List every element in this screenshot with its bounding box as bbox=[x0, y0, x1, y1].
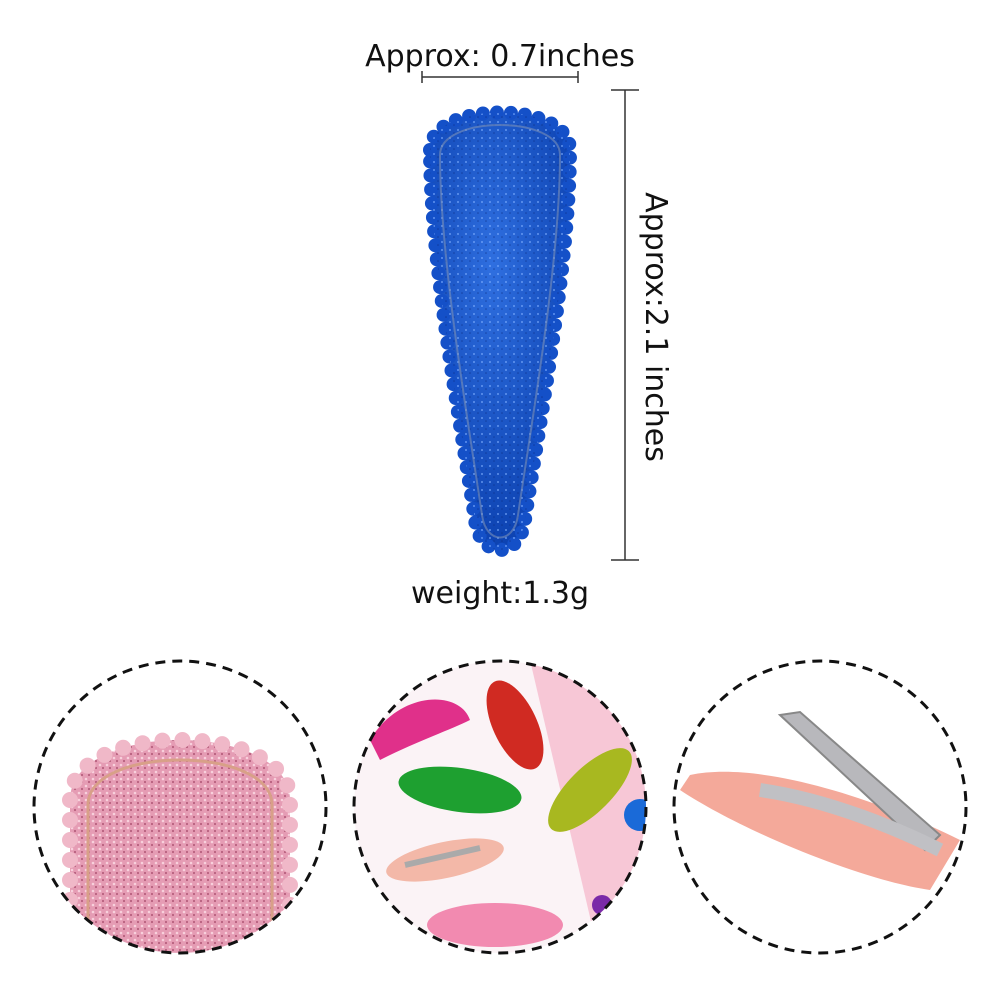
colorful-clips bbox=[354, 661, 646, 953]
height-label: Approx:2.1 inches bbox=[638, 192, 673, 462]
circle-frame bbox=[32, 659, 328, 955]
circle-frame bbox=[352, 659, 648, 955]
dimension-lines bbox=[421, 71, 639, 561]
circle-frame bbox=[672, 659, 968, 955]
width-label: Approx: 0.7inches bbox=[365, 39, 635, 74]
blue-hair-clip bbox=[422, 105, 578, 557]
weight-label: weight:1.3g bbox=[411, 576, 589, 611]
pink-closeup bbox=[34, 661, 326, 953]
snap-clip-side bbox=[674, 661, 966, 953]
